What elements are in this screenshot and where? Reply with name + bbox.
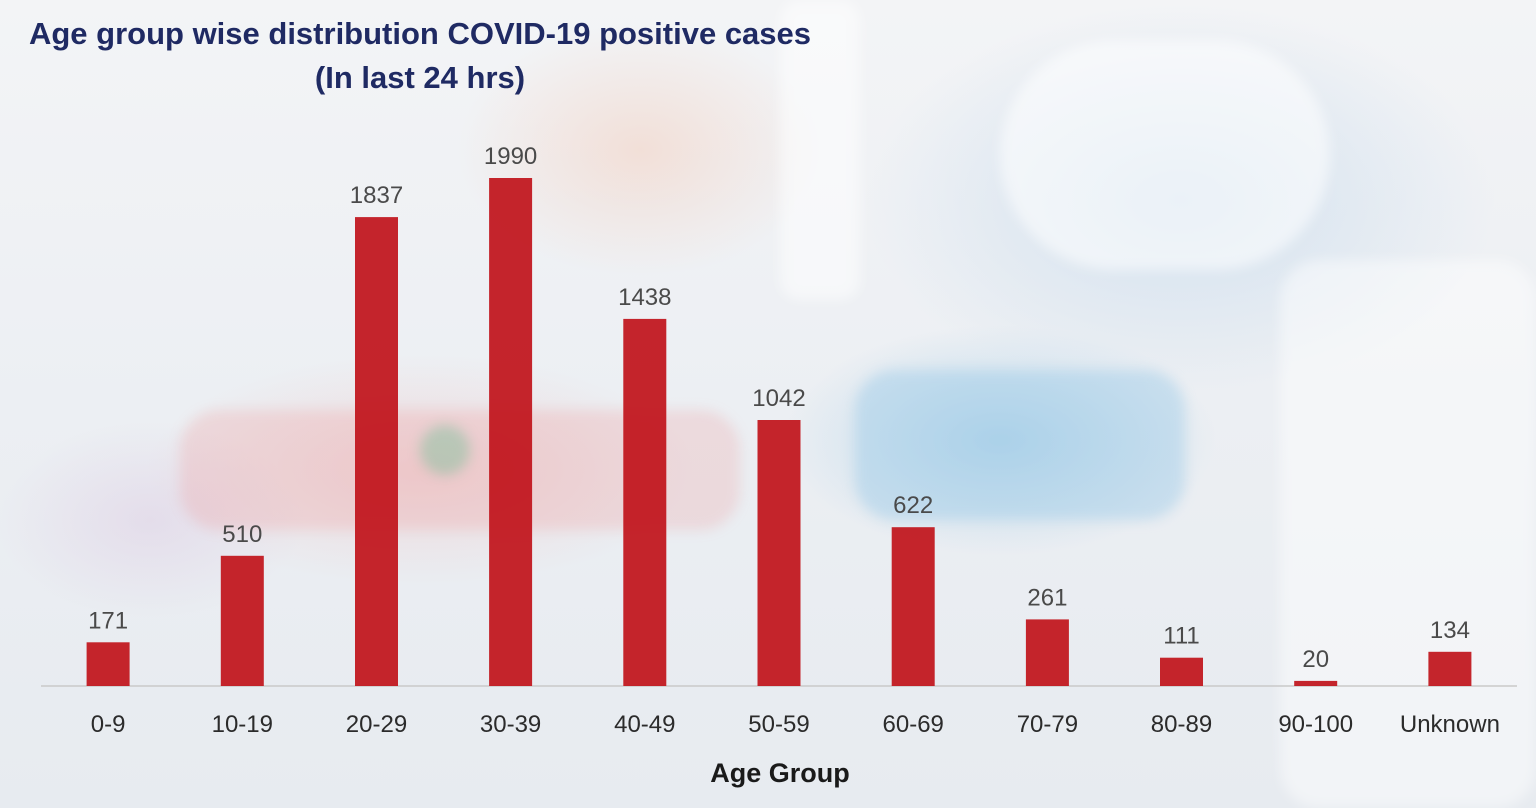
data-label-30-39: 1990 bbox=[484, 143, 537, 170]
bar-30-39 bbox=[489, 178, 533, 686]
x-tick-label-40-49: 40-49 bbox=[614, 711, 675, 738]
data-label-60-69: 622 bbox=[893, 492, 933, 519]
bar-60-69 bbox=[891, 527, 935, 686]
bar-0-9 bbox=[86, 642, 130, 686]
bar-80-89 bbox=[1160, 657, 1203, 686]
data-label-unknown: 134 bbox=[1430, 617, 1470, 644]
background-pipette-shape bbox=[780, 0, 860, 300]
data-label-0-9: 171 bbox=[88, 607, 128, 634]
x-tick-label-20-29: 20-29 bbox=[346, 711, 407, 738]
x-tick-label-70-79: 70-79 bbox=[1017, 711, 1078, 738]
x-tick-label-0-9: 0-9 bbox=[91, 711, 126, 738]
x-tick-label-60-69: 60-69 bbox=[883, 711, 944, 738]
x-tick-label-80-89: 80-89 bbox=[1151, 711, 1212, 738]
x-tick-label-30-39: 30-39 bbox=[480, 711, 541, 738]
x-tick-label-90-100: 90-100 bbox=[1278, 711, 1353, 738]
background-coat-shape bbox=[1280, 260, 1536, 808]
bar-50-59 bbox=[757, 420, 801, 686]
x-axis-title: Age Group bbox=[710, 758, 850, 788]
bar-40-49 bbox=[623, 318, 667, 686]
x-tick-label-10-19: 10-19 bbox=[212, 711, 273, 738]
bar-20-29 bbox=[355, 217, 398, 686]
x-tick-label-unknown: Unknown bbox=[1400, 711, 1500, 738]
data-label-40-49: 1438 bbox=[618, 284, 671, 311]
data-label-50-59: 1042 bbox=[752, 385, 805, 412]
x-tick-label-50-59: 50-59 bbox=[748, 711, 809, 738]
bar-70-79 bbox=[1025, 619, 1069, 686]
background-green-cap-shape bbox=[420, 425, 470, 475]
background-tube-rack-shape bbox=[855, 370, 1185, 520]
chart-title: Age group wise distribution COVID-19 pos… bbox=[28, 16, 812, 51]
bar-10-19 bbox=[220, 555, 264, 686]
chart-title-block: Age group wise distribution COVID-19 pos… bbox=[10, 12, 830, 100]
x-tick-label-group: 0-9 10-19 20-29 30-39 40-49 50-59 60-69 70-79 80… bbox=[91, 711, 1500, 738]
chart-subtitle: (In last 24 hrs) bbox=[314, 60, 526, 95]
data-label-90-100: 20 bbox=[1302, 646, 1329, 673]
bar-group bbox=[86, 178, 1472, 686]
data-label-group: 171 510 1837 1990 1438 1042 622 261 111 20 134 bbox=[88, 143, 1470, 673]
data-label-10-19: 510 bbox=[222, 521, 262, 548]
data-label-70-79: 261 bbox=[1027, 584, 1067, 611]
bar-unknown bbox=[1428, 651, 1472, 686]
bar-90-100 bbox=[1294, 680, 1338, 686]
data-label-80-89: 111 bbox=[1163, 623, 1199, 650]
background-glove-shape bbox=[1000, 40, 1330, 270]
data-label-20-29: 1837 bbox=[350, 182, 403, 209]
